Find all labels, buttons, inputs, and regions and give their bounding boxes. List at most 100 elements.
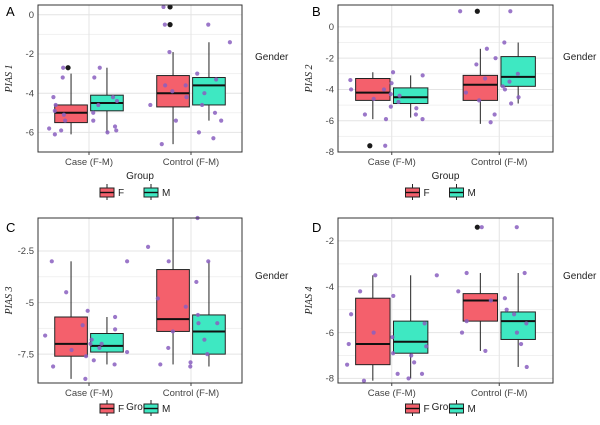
- panel-letter: C: [6, 220, 15, 235]
- x-axis-label: Group: [432, 402, 460, 413]
- jitter-point: [196, 321, 201, 326]
- jitter-point: [371, 330, 376, 335]
- y-tick-label: -2: [326, 236, 334, 247]
- panel-border: [337, 4, 554, 153]
- jitter-point: [391, 293, 396, 299]
- box-m: [192, 42, 226, 121]
- jitter-point: [464, 319, 469, 324]
- jitter-point: [349, 312, 354, 317]
- panel-letter: B: [312, 4, 321, 19]
- jitter-point: [397, 93, 402, 98]
- jitter-point: [524, 364, 529, 370]
- y-tick-label: -5: [26, 298, 34, 309]
- y-tick-label: -4: [326, 282, 334, 293]
- legend-item-f: F: [99, 400, 124, 416]
- jitter-point: [215, 321, 220, 326]
- y-tick-label: -2: [326, 53, 334, 64]
- outlier-point: [367, 143, 373, 149]
- jitter-point: [161, 4, 166, 10]
- jitter-point: [362, 112, 368, 117]
- jitter-point: [195, 71, 200, 76]
- box-f: [462, 8, 499, 124]
- box-m: [500, 273, 536, 367]
- legend-label: M: [468, 404, 476, 415]
- jitter-point: [390, 70, 396, 75]
- chart-panel-d: D -2 -4 -6 -8 Case (F-M) Control (F-M) Group PIA…: [304, 217, 597, 416]
- jitter-point: [91, 110, 96, 115]
- jitter-point: [61, 65, 66, 70]
- y-tick-label: -6: [326, 328, 334, 339]
- outlier-point: [474, 224, 480, 230]
- jitter-point: [170, 329, 175, 334]
- jitter-point: [202, 91, 207, 96]
- jitter-point: [383, 117, 389, 122]
- jitter-point: [346, 341, 351, 347]
- jitter-point: [413, 112, 418, 117]
- jitter-point: [345, 362, 350, 367]
- jitter-point: [112, 124, 118, 129]
- box-f: [355, 72, 391, 149]
- outlier-point: [474, 8, 480, 14]
- jitter-point: [194, 279, 199, 285]
- outlier-point: [167, 4, 173, 10]
- jitter-point: [488, 120, 493, 125]
- jitter-point: [52, 108, 57, 113]
- legend-item-m: M: [143, 400, 170, 416]
- jitter-point: [196, 130, 202, 135]
- jitter-point: [53, 102, 58, 108]
- jitter-point: [97, 345, 102, 351]
- jitter-point: [504, 307, 509, 312]
- jitter-point: [89, 337, 94, 342]
- jitter-point: [49, 259, 54, 264]
- jitter-point: [373, 273, 378, 278]
- jitter-point: [396, 99, 401, 105]
- jitter-point: [158, 362, 163, 367]
- jitter-point: [482, 76, 488, 81]
- jitter-point: [212, 110, 218, 115]
- box-body: [392, 320, 429, 354]
- plot-background: [38, 218, 242, 383]
- jitter-point: [163, 83, 168, 88]
- legend-label: F: [424, 188, 430, 199]
- y-tick-label: 0: [29, 10, 34, 21]
- jitter-point: [69, 347, 74, 353]
- jitter-point: [390, 351, 396, 356]
- jitter-point: [43, 333, 48, 338]
- jitter-point: [518, 341, 524, 347]
- jitter-point: [202, 337, 207, 342]
- x-tick-label: Case (F-M): [368, 388, 416, 399]
- jitter-point: [515, 71, 520, 76]
- box-f: [156, 218, 190, 365]
- jitter-point: [92, 75, 97, 80]
- jitter-point: [406, 376, 411, 381]
- legend-item-f: F: [405, 184, 430, 200]
- jitter-point: [96, 102, 101, 108]
- jitter-point: [484, 46, 489, 51]
- jitter-point: [112, 314, 118, 320]
- jitter-point: [227, 40, 232, 45]
- box-m: [392, 275, 429, 379]
- jitter-point: [110, 95, 116, 100]
- jitter-point: [91, 358, 96, 363]
- jitter-point: [348, 77, 353, 83]
- jitter-point: [206, 22, 211, 27]
- panel-border: [37, 4, 243, 153]
- jitter-point: [188, 360, 193, 365]
- y-axis-label: PIAS 1: [4, 64, 15, 93]
- legend-label: M: [468, 188, 476, 199]
- jitter-point: [483, 348, 488, 354]
- y-axis-label: PIAS 3: [4, 286, 15, 315]
- jitter-point: [414, 106, 419, 111]
- panel-letter: D: [312, 220, 321, 235]
- jitter-point: [59, 128, 64, 133]
- panel-border: [37, 217, 243, 384]
- legend-item-m: M: [449, 400, 476, 416]
- legend-item-m: M: [449, 184, 476, 200]
- jitter-point: [80, 323, 85, 328]
- jitter-point: [155, 296, 160, 301]
- jitter-point: [91, 118, 96, 123]
- legend-item-m: M: [143, 184, 170, 200]
- chart-panel-a: A 0 -2 -4 -6 Case (F-M) Control (F-M) Group PIAS…: [4, 4, 289, 200]
- jitter-point: [105, 130, 110, 135]
